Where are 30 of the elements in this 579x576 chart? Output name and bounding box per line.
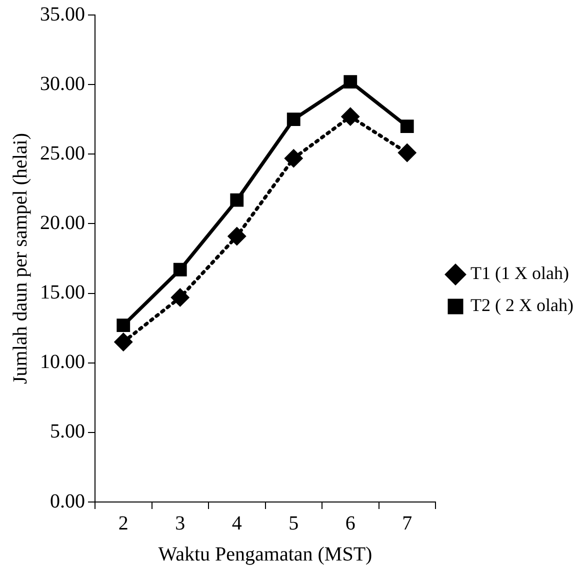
- y-tick-label: 5.00: [50, 420, 85, 443]
- y-tick-label: 10.00: [40, 351, 85, 374]
- x-tick-label: 3: [175, 512, 186, 534]
- x-tick-label: 6: [345, 512, 356, 534]
- y-tick-label: 35.00: [40, 3, 85, 26]
- y-tick-label: 20.00: [40, 212, 85, 234]
- legend-label: T2 ( 2 X olah): [470, 295, 574, 316]
- point: [171, 288, 189, 306]
- point: [114, 333, 132, 351]
- legend-label: T1 (1 X olah): [470, 263, 569, 284]
- point: [173, 262, 187, 276]
- x-tick-label: 5: [288, 512, 299, 534]
- y-tick-label: 15.00: [40, 282, 85, 304]
- x-tick-label: 7: [402, 512, 412, 534]
- point: [342, 108, 360, 126]
- point: [286, 112, 300, 126]
- x-axis-title: Waktu Pengamatan (MST): [158, 543, 372, 566]
- x-tick-label: 4: [232, 512, 242, 534]
- y-axis-title: Jumlah daun per sampel (helai): [9, 132, 32, 384]
- point: [344, 75, 358, 88]
- point: [230, 193, 244, 207]
- point: [398, 144, 416, 162]
- point: [400, 120, 414, 134]
- y-tick-label: 30.00: [40, 72, 85, 95]
- x-tick-label: 2: [118, 512, 128, 534]
- y-tick-label: 25.00: [40, 142, 85, 164]
- point: [116, 318, 130, 332]
- point: [284, 150, 302, 168]
- y-tick-label: 0.00: [50, 490, 85, 512]
- point: [228, 227, 246, 245]
